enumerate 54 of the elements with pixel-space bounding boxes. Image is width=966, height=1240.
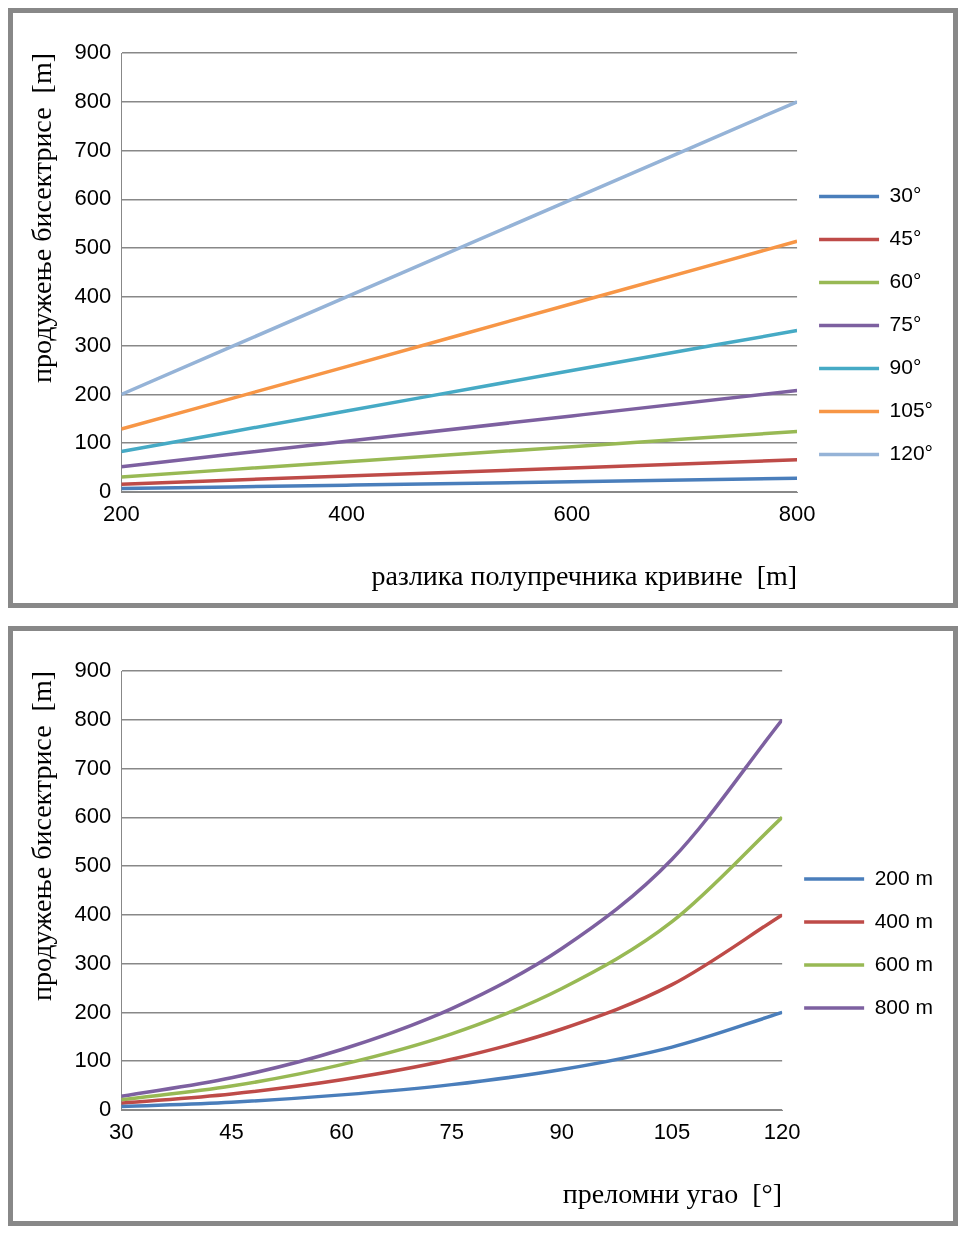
x-axis-title: преломни угао [°] — [562, 1177, 783, 1209]
x-tick-label: 105 — [653, 1119, 691, 1145]
legend-label: 600 m — [874, 951, 934, 975]
y-tick-label: 600 — [74, 803, 112, 829]
x-tick-label: 400 — [328, 501, 365, 527]
x-tick-label: 90 — [549, 1119, 575, 1145]
y-tick-label: 300 — [74, 949, 112, 975]
y-tick-label: 900 — [74, 39, 112, 65]
x-tick-label: 75 — [439, 1119, 464, 1145]
legend-label: 120° — [889, 441, 933, 465]
line-series — [121, 239, 798, 431]
legend-label: 90° — [889, 355, 922, 379]
y-axis-title: продужење бисектрисе [m] — [26, 53, 58, 383]
legend-label: 60° — [889, 269, 922, 293]
y-tick-label: 700 — [74, 136, 112, 162]
x-axis-title: разлика полупречника кривине [m] — [371, 559, 798, 591]
y-tick-label: 700 — [74, 754, 112, 780]
legend-label: 75° — [889, 312, 922, 336]
legend-label: 800 m — [874, 994, 934, 1018]
x-tick-label: 45 — [219, 1119, 244, 1145]
y-tick-label: 200 — [74, 380, 112, 406]
y-tick-label: 500 — [74, 234, 112, 260]
y-axis-title: продужење бисектрисе [m] — [26, 671, 58, 1001]
line-series — [121, 429, 798, 479]
legend-label: 30° — [889, 183, 922, 207]
y-tick-label: 400 — [74, 282, 112, 308]
y-tick-label: 800 — [74, 87, 112, 113]
x-tick-label: 120 — [763, 1119, 801, 1145]
y-tick-label: 100 — [74, 429, 112, 455]
line-series — [121, 913, 783, 1105]
y-tick-label: 200 — [74, 998, 112, 1024]
line-series — [121, 328, 798, 454]
y-tick-label: 800 — [74, 705, 112, 731]
x-tick-label: 800 — [778, 501, 816, 527]
line-series — [121, 718, 783, 1099]
x-tick-label: 60 — [329, 1119, 354, 1145]
legend-label: 45° — [889, 226, 922, 250]
y-tick-label: 900 — [74, 657, 112, 683]
y-tick-label: 400 — [74, 900, 112, 926]
y-tick-label: 500 — [74, 852, 112, 878]
legend-label: 400 m — [874, 908, 934, 932]
x-tick-label: 600 — [553, 501, 591, 527]
legend-label: 105° — [889, 398, 933, 422]
x-tick-label: 30 — [109, 1119, 134, 1145]
line-series — [121, 458, 798, 486]
y-tick-label: 600 — [74, 185, 112, 211]
y-tick-label: 0 — [99, 478, 112, 504]
y-tick-label: 100 — [74, 1047, 112, 1073]
line-series — [121, 388, 798, 469]
legend-label: 200 m — [874, 865, 934, 889]
y-tick-label: 0 — [99, 1096, 112, 1122]
line-series — [121, 100, 798, 397]
line-series — [121, 815, 783, 1102]
y-tick-label: 300 — [74, 331, 112, 357]
